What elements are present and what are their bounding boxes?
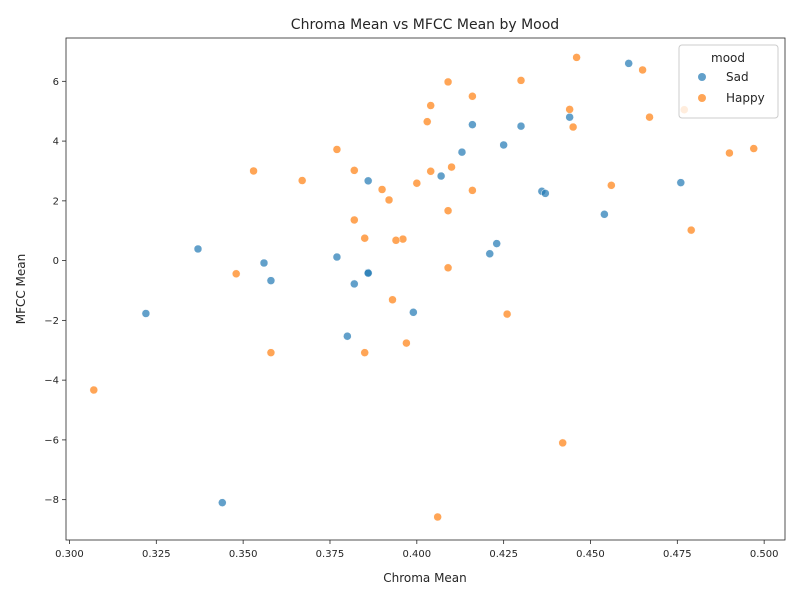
data-point-sad	[499, 140, 508, 150]
data-point-happy	[443, 77, 453, 87]
data-point-happy	[266, 348, 276, 357]
x-tick-label: 0.325	[142, 549, 171, 560]
data-point-happy	[360, 348, 369, 357]
data-point-sad	[193, 244, 203, 254]
data-point-happy	[422, 117, 432, 126]
x-tick-label: 0.375	[316, 549, 345, 560]
data-point-happy	[443, 263, 453, 273]
data-point-happy	[412, 178, 422, 188]
data-point-sad	[600, 210, 609, 219]
data-point-happy	[231, 269, 241, 279]
data-point-sad	[676, 178, 686, 187]
y-axis: −8 −6 −4 −2 0 2 4 6	[44, 77, 66, 506]
data-point-happy	[565, 105, 574, 114]
y-axis-label: MFCC Mean	[14, 254, 28, 325]
data-point-sad	[468, 120, 477, 129]
plot-area	[89, 53, 758, 522]
y-tick-label: 4	[53, 137, 59, 148]
data-point-happy	[468, 92, 477, 101]
data-point-happy	[391, 236, 401, 245]
data-point-happy	[516, 76, 526, 85]
legend-label-sad: Sad	[726, 70, 749, 84]
legend-label-happy: Happy	[726, 91, 765, 105]
data-point-sad	[565, 112, 574, 122]
y-tick-label: −8	[44, 495, 59, 506]
data-point-happy	[749, 144, 758, 153]
data-point-happy	[402, 338, 411, 348]
series-sad	[141, 59, 686, 507]
y-tick-label: 2	[53, 196, 59, 207]
data-point-sad	[363, 268, 373, 278]
data-point-sad	[541, 189, 550, 198]
x-tick-label: 0.425	[489, 549, 518, 560]
y-tick-label: −4	[44, 376, 59, 387]
data-point-happy	[398, 234, 408, 244]
x-tick-label: 0.300	[55, 549, 84, 560]
data-point-sad	[485, 249, 495, 258]
x-tick-label: 0.350	[229, 549, 258, 560]
x-tick-label: 0.500	[750, 549, 779, 560]
data-point-happy	[89, 385, 99, 395]
x-tick-label: 0.475	[663, 549, 692, 560]
y-tick-label: −6	[44, 435, 59, 446]
data-point-happy	[607, 181, 616, 190]
data-point-happy	[426, 101, 435, 110]
data-point-sad	[141, 309, 151, 318]
x-axis: 0.300 0.325 0.350 0.375 0.400 0.425 0.450 0.475…	[55, 540, 778, 560]
y-tick-label: 0	[53, 256, 59, 267]
data-point-sad	[266, 276, 276, 285]
data-point-sad	[436, 171, 446, 181]
plot-frame	[65, 37, 786, 541]
data-point-happy	[388, 295, 397, 305]
data-point-happy	[384, 195, 394, 205]
legend-marker-sad	[698, 73, 706, 81]
data-point-happy	[332, 145, 342, 154]
data-point-happy	[502, 309, 512, 319]
data-point-happy	[350, 166, 359, 175]
data-point-happy	[568, 122, 578, 132]
x-axis-label: Chroma Mean	[383, 571, 467, 585]
data-point-happy	[558, 438, 567, 448]
legend-marker-happy	[698, 94, 706, 102]
data-point-sad	[492, 239, 501, 248]
data-point-happy	[433, 512, 442, 522]
data-point-sad	[363, 176, 373, 186]
data-point-happy	[725, 148, 734, 158]
legend-title: mood	[711, 51, 745, 65]
data-point-sad	[516, 121, 526, 131]
data-point-happy	[645, 112, 654, 122]
data-point-happy	[350, 215, 359, 225]
data-point-happy	[572, 53, 581, 62]
data-point-sad	[457, 147, 467, 157]
x-tick-label: 0.450	[576, 549, 605, 560]
data-point-sad	[343, 331, 352, 341]
data-point-sad	[350, 279, 359, 289]
data-point-happy	[297, 176, 307, 185]
data-point-happy	[377, 185, 387, 194]
data-point-happy	[447, 162, 456, 172]
data-point-happy	[638, 65, 647, 75]
y-tick-label: 6	[53, 77, 59, 88]
data-point-happy	[686, 225, 696, 235]
data-point-happy	[426, 167, 435, 176]
data-point-happy	[468, 186, 477, 195]
series-happy	[89, 53, 758, 522]
data-point-sad	[218, 498, 227, 507]
data-point-sad	[332, 252, 342, 262]
data-point-happy	[443, 206, 453, 215]
x-tick-label: 0.400	[402, 549, 431, 560]
y-tick-label: −2	[44, 316, 59, 327]
data-point-happy	[360, 233, 369, 243]
legend: mood Sad Happy	[678, 44, 779, 119]
data-point-sad	[409, 308, 418, 317]
chart-title: Chroma Mean vs MFCC Mean by Mood	[291, 17, 559, 33]
data-point-sad	[259, 258, 269, 268]
data-point-happy	[249, 166, 258, 176]
data-point-sad	[624, 59, 633, 68]
